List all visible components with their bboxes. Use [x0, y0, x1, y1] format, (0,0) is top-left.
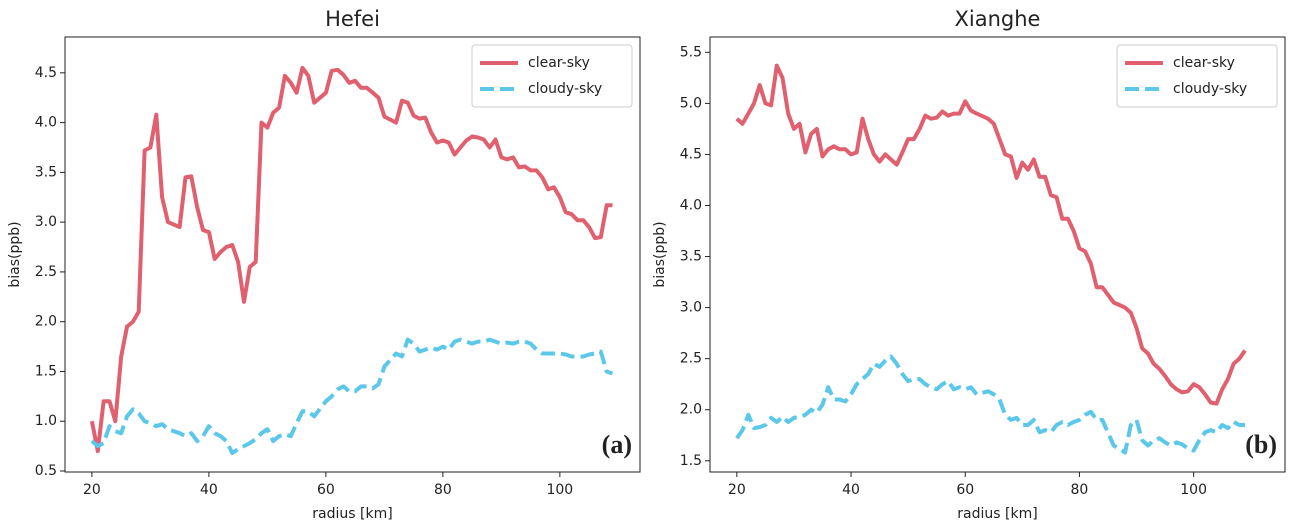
data-line [89, 65, 613, 454]
y-tick-label: 2.0 [680, 402, 702, 418]
y-tick-label: 1.0 [35, 413, 57, 429]
legend: clear-sky cloudy-sky [471, 44, 633, 108]
y-tick-label: 4.0 [35, 115, 57, 131]
y-axis-label: bias(ppb) [652, 221, 668, 287]
panel-label: (a) [602, 430, 632, 459]
y-tick-label: 2.5 [680, 351, 702, 367]
x-tick-label: 80 [1071, 482, 1089, 498]
x-tick-label: 60 [317, 482, 335, 498]
y-tick-label: 4.0 [680, 197, 702, 213]
chart-title: Xianghe [955, 7, 1041, 31]
x-axis-label: radius [km] [957, 506, 1037, 522]
x-tick-label: 80 [434, 482, 452, 498]
data-line [735, 354, 1245, 455]
legend-label: clear-sky [1173, 55, 1235, 71]
legend-label: cloudy-sky [1173, 81, 1247, 97]
x-tick-label: 40 [842, 482, 860, 498]
data-line [90, 337, 614, 456]
y-tick-label: 5.5 [680, 44, 702, 60]
panel-label: (b) [1245, 430, 1277, 459]
x-tick-label: 40 [200, 482, 218, 498]
y-tick-label: 3.0 [680, 300, 702, 316]
y-tick-label: 1.5 [680, 453, 702, 469]
y-axis-label: bias(ppb) [7, 221, 23, 287]
y-tick-label: 3.5 [680, 249, 702, 265]
legend-label: cloudy-sky [528, 81, 602, 97]
y-tick-label: 0.5 [35, 463, 57, 479]
y-tick-label: 2.5 [35, 264, 57, 280]
y-tick-label: 2.0 [35, 314, 57, 330]
axes-frame [709, 36, 1286, 473]
x-tick-label: 100 [1180, 482, 1207, 498]
y-tick-label: 3.0 [35, 214, 57, 230]
legend-box [1116, 44, 1278, 108]
y-tick-label: 1.5 [35, 363, 57, 379]
y-tick-label: 4.5 [680, 146, 702, 162]
x-axis-label: radius [km] [312, 506, 392, 522]
axes-frame [64, 36, 641, 473]
y-tick-label: 4.5 [35, 65, 57, 81]
data-line [735, 63, 1247, 406]
x-tick-label: 20 [83, 482, 101, 498]
chart-title: Hefei [325, 7, 380, 31]
legend-label: clear-sky [528, 55, 590, 71]
legend-box [471, 44, 633, 108]
y-tick-label: 5.0 [680, 95, 702, 111]
x-tick-label: 100 [546, 482, 573, 498]
legend: clear-sky cloudy-sky [1116, 44, 1278, 108]
y-tick-label: 3.5 [35, 164, 57, 180]
x-tick-label: 20 [728, 482, 746, 498]
x-tick-label: 60 [956, 482, 974, 498]
